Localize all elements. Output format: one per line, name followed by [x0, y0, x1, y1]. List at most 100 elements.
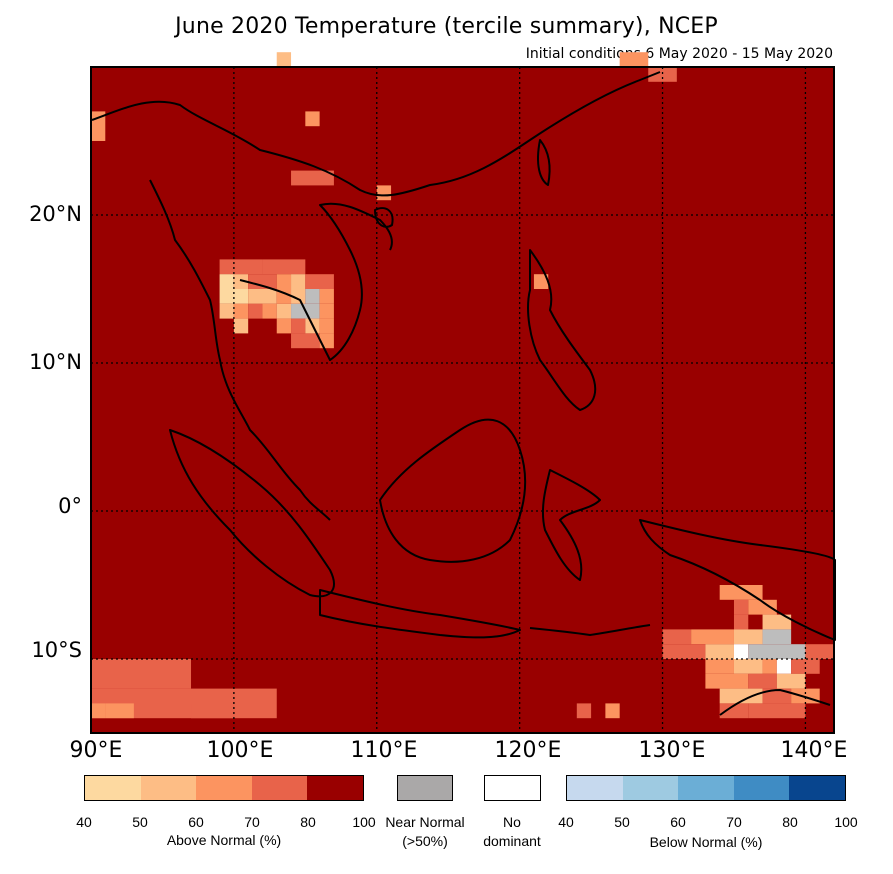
no-dominant-swatch — [484, 775, 541, 801]
below-normal-segment-4 — [789, 776, 845, 800]
below-normal-tick-100: 100 — [834, 814, 858, 830]
forecast-cell-61 — [791, 659, 820, 674]
below-normal-caption: Below Normal (%) — [649, 834, 763, 850]
forecast-cell-66 — [762, 688, 792, 704]
forecast-cell-43 — [719, 585, 763, 600]
below-normal-tick-40: 40 — [558, 814, 574, 830]
forecast-cell-36 — [91, 659, 192, 689]
below-normal-segment-0 — [567, 776, 623, 800]
forecast-cells — [91, 52, 834, 733]
below-normal-tick-80: 80 — [782, 814, 798, 830]
forecast-cell-13 — [319, 289, 334, 304]
forecast-cell-32 — [619, 52, 649, 67]
forecast-cell-12 — [305, 289, 320, 304]
forecast-cell-6 — [291, 274, 306, 289]
forecast-cell-69 — [748, 703, 806, 719]
forecast-cell-52 — [662, 644, 706, 659]
lon-label-130e: 130°E — [638, 738, 706, 763]
below-normal-tick-50: 50 — [614, 814, 630, 830]
forecast-cell-28 — [291, 170, 334, 186]
forecast-cell-30 — [305, 111, 320, 127]
below-normal-tick-60: 60 — [670, 814, 686, 830]
forecast-cell-26 — [291, 333, 320, 349]
forecast-cell-57 — [705, 659, 734, 674]
forecast-cell-42 — [605, 703, 620, 719]
forecast-cell-9 — [248, 289, 277, 304]
lon-label-90e: 90°E — [69, 738, 123, 763]
forecast-cell-29 — [376, 185, 392, 201]
forecast-cell-27 — [319, 333, 334, 349]
forecast-cell-44 — [733, 599, 749, 615]
above-normal-tick-50: 50 — [132, 814, 148, 830]
forecast-cell-49 — [691, 629, 734, 645]
forecast-cell-21 — [233, 318, 249, 334]
forecast-cell-40 — [105, 703, 134, 719]
above-normal-segment-3 — [251, 776, 308, 800]
forecast-cell-7 — [305, 274, 334, 289]
forecast-cell-47 — [733, 614, 749, 630]
forecast-cell-18 — [276, 303, 292, 319]
forecast-cell-4 — [248, 274, 277, 289]
forecast-cell-14 — [219, 303, 234, 319]
gridlines — [91, 67, 834, 733]
above-normal-segment-4 — [307, 776, 363, 800]
forecast-cell-48 — [662, 629, 692, 645]
forecast-cell-41 — [576, 703, 592, 719]
forecast-cell-22 — [276, 318, 292, 334]
forecast-cell-5 — [276, 274, 292, 289]
forecast-cell-31 — [276, 52, 292, 67]
near-normal-swatch — [397, 775, 453, 801]
below-normal-tick-70: 70 — [726, 814, 742, 830]
forecast-cell-38 — [191, 703, 234, 719]
no-dominant-caption-1: No — [503, 814, 521, 830]
forecast-cell-62 — [705, 673, 749, 689]
forecast-cell-54 — [733, 644, 749, 659]
lon-label-140e: 140°E — [780, 738, 848, 763]
forecast-cell-68 — [719, 703, 749, 719]
forecast-cell-45 — [748, 599, 777, 615]
below-normal-segment-1 — [622, 776, 679, 800]
forecast-cell-59 — [762, 659, 777, 674]
forecast-cell-8 — [219, 289, 249, 304]
below-normal-segment-3 — [733, 776, 790, 800]
forecast-cell-63 — [748, 673, 777, 689]
lat-label-20n: 20°N — [29, 202, 82, 226]
above-normal-segment-0 — [85, 776, 141, 800]
forecast-cell-56 — [805, 644, 834, 659]
forecast-cell-10 — [276, 289, 292, 304]
above-normal-tick-100: 100 — [352, 814, 376, 830]
forecast-cell-16 — [248, 303, 263, 319]
forecast-cell-33 — [648, 67, 677, 82]
forecast-cell-50 — [733, 629, 763, 645]
forecast-cell-15 — [233, 303, 249, 319]
no-dominant-caption-2: dominant — [483, 833, 541, 849]
coastlines — [91, 71, 836, 716]
above-normal-segment-2 — [196, 776, 252, 800]
map-subtitle: Initial conditions 6 May 2020 - 15 May 2… — [525, 46, 833, 62]
forecast-cell-11 — [291, 289, 306, 304]
forecast-cell-23 — [291, 318, 306, 334]
forecast-cell-53 — [705, 644, 734, 659]
near-normal-caption-2: (>50%) — [402, 833, 448, 849]
below-normal-colorbar — [566, 775, 846, 801]
forecast-cell-39 — [91, 703, 106, 719]
above-normal-caption: Above Normal (%) — [166, 832, 282, 848]
forecast-cell-51 — [762, 629, 792, 645]
above-normal-tick-80: 80 — [300, 814, 316, 830]
forecast-cell-65 — [719, 688, 763, 704]
lat-label-0: 0° — [58, 494, 82, 518]
forecast-cell-2 — [219, 274, 234, 289]
forecast-cell-1 — [262, 259, 306, 275]
forecast-cell-0 — [219, 259, 263, 275]
above-normal-tick-70: 70 — [244, 814, 260, 830]
lon-label-100e: 100°E — [206, 738, 274, 763]
forecast-cell-55 — [748, 644, 806, 659]
lat-label-10s: 10°S — [31, 638, 82, 662]
forecast-cell-46 — [762, 614, 792, 630]
forecast-cell-20 — [319, 303, 334, 319]
forecast-cell-25 — [319, 318, 334, 334]
forecast-cell-60 — [776, 659, 792, 674]
above-normal-colorbar — [84, 775, 364, 801]
forecast-cell-58 — [733, 659, 763, 674]
